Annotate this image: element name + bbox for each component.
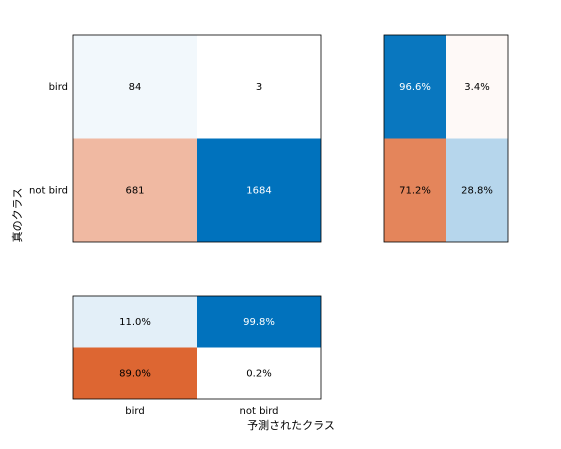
cell-label: 96.6%	[399, 82, 431, 93]
cell	[73, 347, 197, 399]
cell	[197, 138, 321, 242]
cell-label: 71.2%	[399, 185, 431, 196]
cell	[73, 138, 197, 242]
y-axis-label: 真のクラス	[10, 188, 24, 243]
cell	[197, 347, 321, 399]
cell-label: 3.4%	[464, 82, 489, 93]
cell	[73, 296, 197, 348]
cell	[446, 138, 508, 242]
cell	[197, 296, 321, 348]
frame	[72, 34, 322, 243]
x-axis-label: 予測されたクラス	[247, 418, 335, 432]
frame	[383, 34, 509, 243]
cell-label: 84	[129, 82, 142, 93]
cell-label: 0.2%	[246, 368, 271, 379]
cell-label: 11.0%	[119, 317, 151, 328]
frame	[72, 295, 322, 400]
cell	[446, 35, 508, 139]
row-label: bird	[49, 82, 68, 93]
cell	[73, 35, 197, 139]
cell-label: 681	[125, 185, 144, 196]
cell	[384, 138, 446, 242]
cell-label: 3	[256, 82, 262, 93]
column-label: bird	[125, 406, 144, 417]
column-label: not bird	[240, 406, 279, 417]
cell-label: 89.0%	[119, 368, 151, 379]
cell-label: 99.8%	[243, 317, 275, 328]
cell	[384, 35, 446, 139]
cell-label: 28.8%	[461, 185, 493, 196]
row-label: not bird	[29, 185, 68, 196]
cell-label: 1684	[246, 185, 271, 196]
cell	[197, 35, 321, 139]
